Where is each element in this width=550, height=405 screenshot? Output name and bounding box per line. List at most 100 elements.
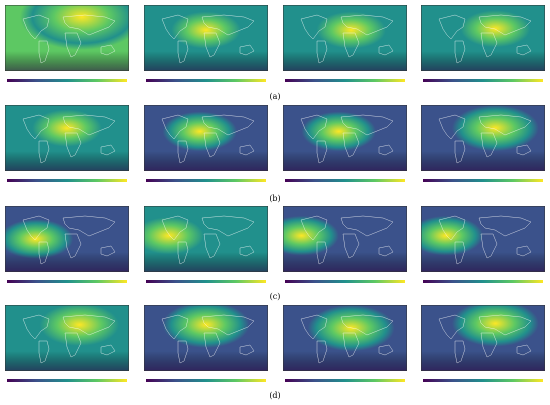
coastline (342, 32, 360, 58)
coastline (342, 132, 360, 158)
coastline (38, 140, 50, 164)
coastline (177, 241, 189, 265)
map-panel-d4 (421, 305, 545, 385)
colorbar (146, 280, 266, 283)
coastline (340, 215, 394, 237)
map-frame (144, 105, 268, 171)
coastline (201, 215, 255, 237)
coastline (478, 215, 532, 237)
heatmap-svg (5, 105, 129, 182)
heatmap-svg (144, 105, 268, 182)
map-frame (421, 305, 545, 371)
coastline (177, 140, 189, 164)
coastline (340, 314, 394, 336)
colorbar (285, 179, 405, 182)
coastline (378, 245, 394, 257)
coastline (100, 44, 116, 56)
coastline (203, 233, 221, 259)
coastline (64, 132, 82, 158)
colorbar (285, 79, 405, 82)
heatmap-svg (5, 5, 129, 82)
coastline (300, 314, 328, 340)
row-label-c: (c) (269, 292, 281, 301)
coastline (22, 114, 50, 140)
coastline (438, 114, 466, 140)
heatmap-svg (144, 206, 268, 283)
coastline (378, 44, 394, 56)
heatmap-svg (283, 5, 407, 82)
coastline (161, 314, 189, 340)
figure-row-d: (d) (0, 302, 550, 405)
coastline (438, 14, 466, 40)
coastline (64, 332, 82, 358)
coastline (239, 344, 255, 356)
coastline (454, 340, 466, 364)
coastline (300, 114, 328, 140)
coastline (177, 340, 189, 364)
coastline (62, 114, 116, 136)
map-frame (283, 5, 407, 71)
coastline (438, 215, 466, 241)
heatmap-svg (283, 206, 407, 283)
coastline (161, 114, 189, 140)
coastline (480, 332, 498, 358)
heatmap-svg (5, 206, 129, 283)
map-frame (5, 105, 129, 171)
coastline (203, 32, 221, 58)
heatmap-svg (421, 305, 545, 382)
colorbar (7, 379, 127, 382)
coastline (62, 215, 116, 237)
coastline (22, 215, 50, 241)
heatmap-south-shade (5, 206, 129, 272)
coastline (478, 114, 532, 136)
map-panel-d2 (144, 305, 268, 385)
coastline (516, 44, 532, 56)
coastline (203, 132, 221, 158)
map-panel-a4 (421, 5, 545, 85)
coastline (38, 340, 50, 364)
map-frame (144, 206, 268, 272)
colorbar (7, 280, 127, 283)
map-panel-a2 (144, 5, 268, 85)
map-frame (421, 206, 545, 272)
figure-row-c: (c) (0, 203, 550, 305)
coastline (62, 14, 116, 36)
heatmap-south-shade (421, 206, 545, 272)
map-panel-a3 (283, 5, 407, 85)
heatmap-svg (421, 105, 545, 182)
coastline (378, 144, 394, 156)
coastline (38, 40, 50, 64)
colorbar (146, 379, 266, 382)
coastline (342, 332, 360, 358)
map-frame (421, 105, 545, 171)
colorbar (423, 179, 543, 182)
map-frame (5, 5, 129, 71)
coastline (22, 14, 50, 40)
heatmap-south-shade (283, 105, 407, 171)
coastline (38, 241, 50, 265)
coastline (203, 332, 221, 358)
map-panel-d3 (283, 305, 407, 385)
map-panel-a1 (5, 5, 129, 85)
colorbar (285, 379, 405, 382)
coastline (161, 215, 189, 241)
map-panel-b4 (421, 105, 545, 185)
heatmap-svg (5, 305, 129, 382)
heatmap-south-shade (421, 305, 545, 371)
heatmap-south-shade (283, 305, 407, 371)
coastline (22, 314, 50, 340)
coastline (454, 40, 466, 64)
map-panel-b2 (144, 105, 268, 185)
coastline (64, 32, 82, 58)
coastline (239, 144, 255, 156)
heatmap-svg (283, 105, 407, 182)
heatmap-svg (144, 5, 268, 82)
coastline (100, 245, 116, 257)
coastline (177, 40, 189, 64)
heatmap-south-shade (144, 5, 268, 71)
heatmap-svg (421, 206, 545, 283)
figure-row-b: (b) (0, 102, 550, 204)
row-label-b: (b) (269, 194, 281, 203)
heatmap-svg (283, 305, 407, 382)
heatmap-south-shade (283, 206, 407, 272)
